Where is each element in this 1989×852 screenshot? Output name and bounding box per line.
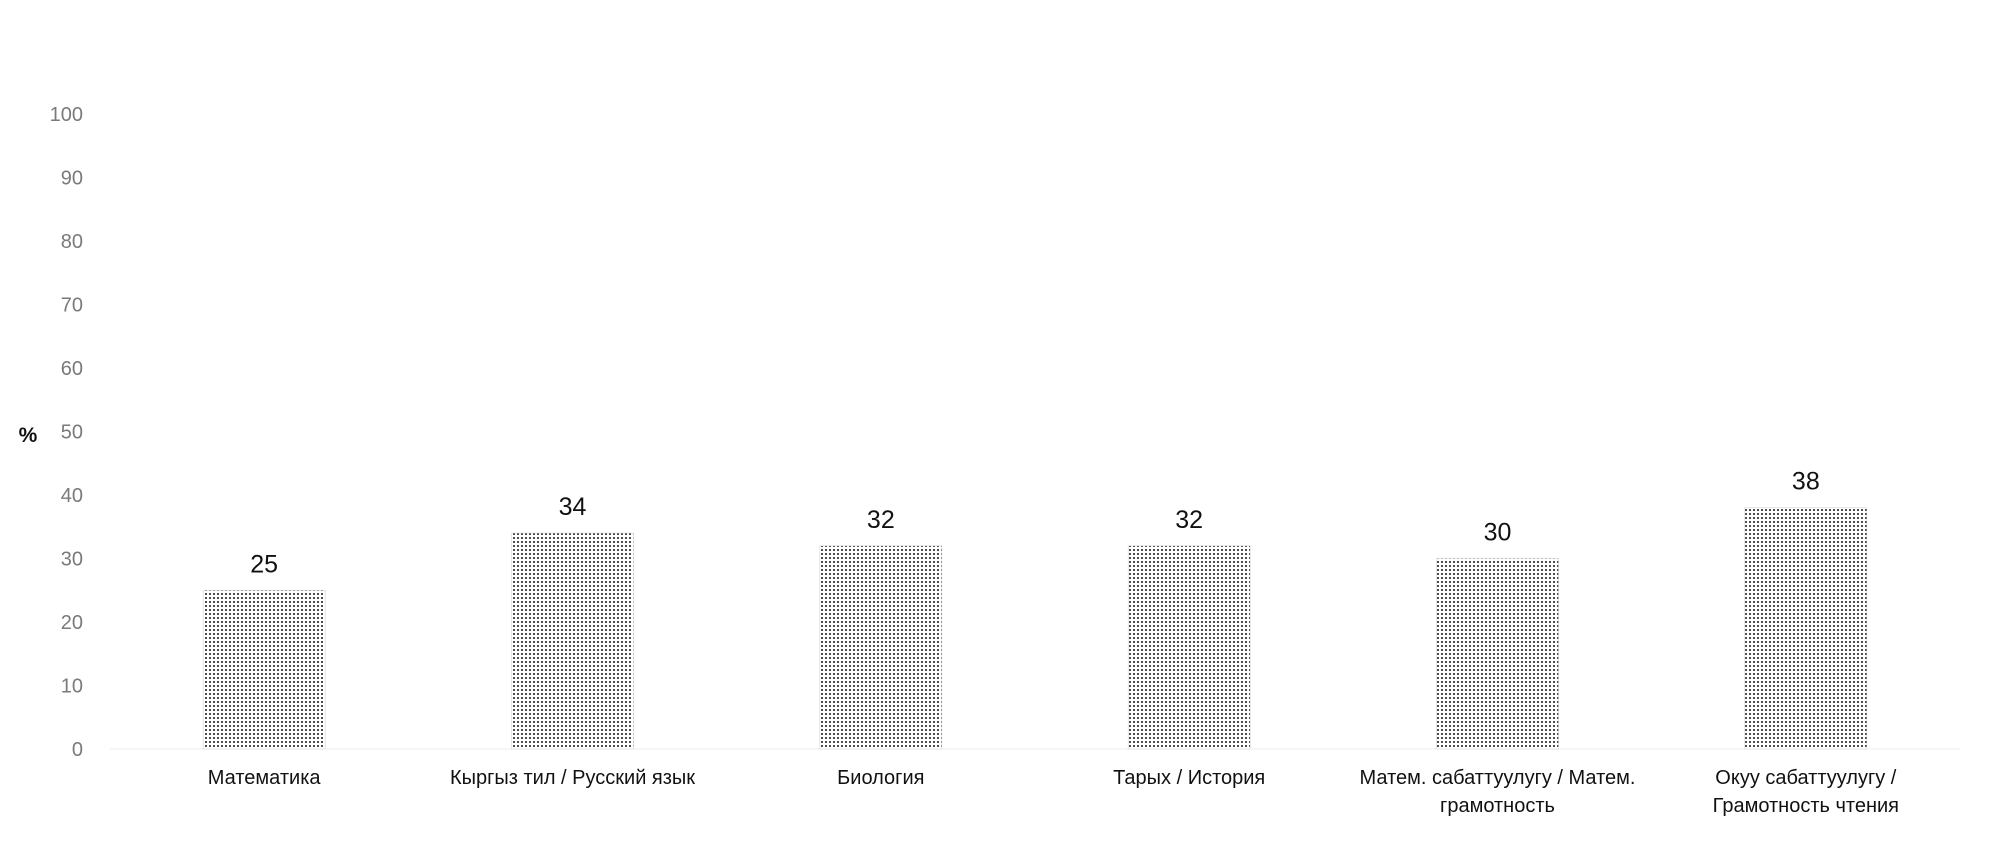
data-label: 25 [250, 550, 278, 578]
x-tick-label: Биология [837, 767, 924, 789]
y-tick-label: 40 [61, 485, 83, 507]
y-tick-label: 30 [61, 549, 83, 571]
y-tick-label: 10 [61, 676, 83, 698]
x-tick-label: Математика [208, 767, 322, 789]
y-axis-label: % [19, 424, 38, 447]
bar [1127, 545, 1251, 750]
x-tick-label: Матем. сабаттуулугу / Матем. грамотность [1360, 767, 1636, 817]
y-tick-label: 20 [61, 612, 83, 634]
bar [511, 532, 634, 750]
y-tick-label: 70 [61, 295, 83, 317]
data-label: 30 [1484, 519, 1512, 547]
y-tick-label: 50 [61, 422, 83, 444]
data-label: 38 [1792, 468, 1820, 496]
x-tick-label: Окуу сабаттуулугу / Грамотность чтения [1713, 767, 1899, 817]
y-tick-label: 60 [61, 358, 83, 380]
bar [819, 545, 943, 750]
data-label: 34 [559, 493, 587, 521]
x-tick-label: Кыргыз тил / Русский язык [450, 767, 695, 789]
y-tick-label: 0 [72, 739, 83, 761]
y-tick-label: 90 [61, 168, 83, 190]
y-tick-label: 80 [61, 231, 83, 253]
x-tick-label: Тарых / История [1113, 767, 1265, 789]
data-label: 32 [1175, 506, 1203, 534]
y-axis: 0 10 20 30 40 50 60 70 80 90 100 [50, 104, 83, 761]
y-tick-label: 100 [50, 104, 83, 126]
bar [1744, 507, 1868, 750]
bar [202, 590, 326, 750]
data-label: 32 [867, 506, 895, 534]
bars-group [202, 507, 1868, 750]
category-labels-group: Математика Кыргыз тил / Русский язык Биоло… [208, 767, 1899, 817]
data-labels-group: 25 34 32 32 30 38 [250, 468, 1819, 579]
bar [1436, 558, 1559, 750]
